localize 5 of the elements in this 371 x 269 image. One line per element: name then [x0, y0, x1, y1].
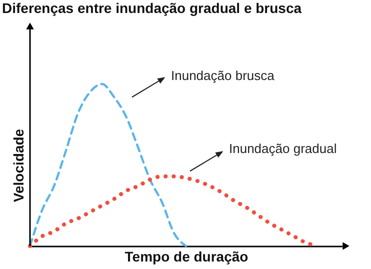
y-axis-title: Velocidade	[10, 128, 26, 202]
text: Inundação brusca	[171, 68, 276, 83]
text: Inundação gradual	[229, 141, 337, 156]
x-axis-title: Tempo de duração	[124, 248, 248, 264]
chart-title: Diferenças entre inundação gradual e brusca	[2, 0, 302, 16]
